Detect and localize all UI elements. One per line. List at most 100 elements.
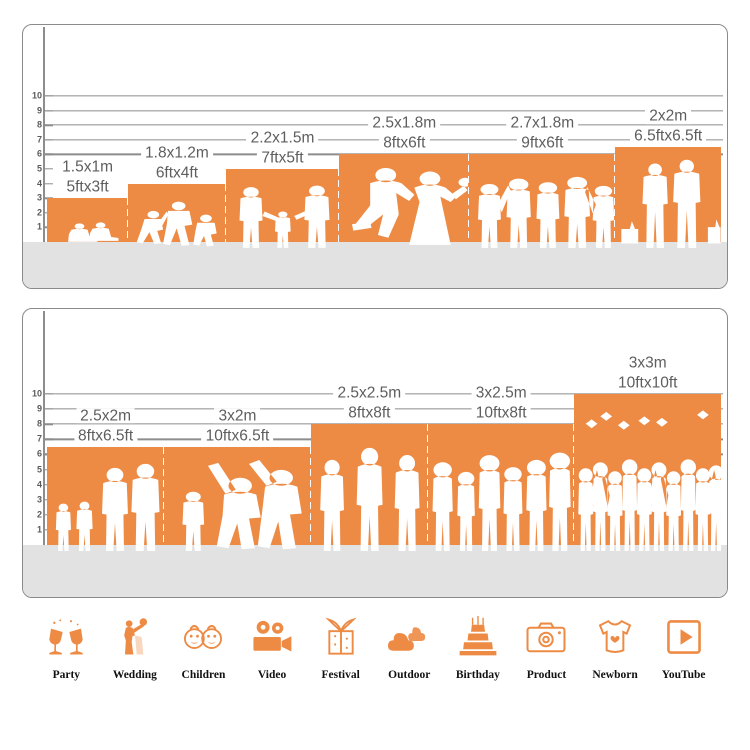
y-axis-tick-label: 6 xyxy=(36,448,42,459)
y-axis-tick-label: 8 xyxy=(36,119,42,130)
silhouette-family-of-three xyxy=(226,172,340,248)
y-axis-tick-label: 8 xyxy=(36,418,42,429)
y-axis-line xyxy=(43,311,45,545)
bar-label-metric: 3x3m xyxy=(624,355,671,371)
use-case-label: Children xyxy=(181,669,226,681)
use-case-item-children[interactable]: Children xyxy=(169,614,238,681)
y-axis-tick-label: 9 xyxy=(36,403,42,414)
baby-onesie-icon xyxy=(595,614,635,660)
y-axis-tick-label: 5 xyxy=(36,464,42,474)
gridline xyxy=(44,109,723,112)
size-bar xyxy=(128,183,228,247)
bar-label-metric: 3x2.5m xyxy=(471,385,531,401)
bar-label-imperial: 8ftx6.5ft xyxy=(74,428,138,444)
champagne-glasses-icon xyxy=(46,614,86,660)
bar-label-metric: 2.5x2.5m xyxy=(333,385,406,401)
bar-label-metric: 2.7x1.8m xyxy=(506,116,579,132)
use-case-item-party[interactable]: Party xyxy=(32,614,101,681)
y-axis-tick-label: 10 xyxy=(31,90,42,101)
use-case-item-newborn[interactable]: Newborn xyxy=(581,614,650,681)
play-button-icon xyxy=(665,614,703,660)
use-case-label: Wedding xyxy=(112,669,157,681)
y-axis-tick-label: 7 xyxy=(36,134,42,145)
bar-label-imperial: 9ftx6ft xyxy=(517,136,568,152)
use-case-item-outdoor[interactable]: Outdoor xyxy=(375,614,444,681)
birthday-cake-icon xyxy=(457,614,499,660)
bar-label-metric: 2.5x2m xyxy=(76,408,136,424)
bride-icon xyxy=(115,614,155,660)
plot-area-1: 1 2 3 4 5 6 7 8 9 10 5ftx3ft 1.5x1m 6ftx4ft 1.8x1.2m 7… xyxy=(23,25,727,288)
y-axis-tick-label: 6 xyxy=(36,148,42,159)
use-case-icon-strip: Party Wedding Children Vide xyxy=(22,614,728,709)
bar-label-metric: 2.2x1.5m xyxy=(246,130,319,146)
use-case-item-video[interactable]: Video xyxy=(238,614,307,681)
bar-label-imperial: 6ftx4ft xyxy=(151,165,203,181)
use-case-label: Product xyxy=(526,669,567,681)
floor-strip-1 xyxy=(23,242,727,288)
bar-label-metric: 3x2m xyxy=(214,408,261,424)
bar-label-imperial: 8ftx6ft xyxy=(379,136,430,152)
silhouette-family-group xyxy=(47,452,164,551)
bar-label-imperial: 6.5ftx6.5ft xyxy=(630,128,707,144)
bar-label-imperial: 5ftx3ft xyxy=(62,179,113,195)
use-case-item-youtube[interactable]: YouTube xyxy=(649,614,718,681)
size-chart-panel-1: 1 2 3 4 5 6 7 8 9 10 5ftx3ft 1.5x1m 6ftx4ft 1.8x1.2m 7… xyxy=(22,24,728,289)
bar-label-imperial: 8ftx8ft xyxy=(344,405,395,421)
silhouette-wedding-couple xyxy=(339,159,470,248)
silhouette-group-of-friends xyxy=(469,159,615,248)
y-axis-tick-label: 2 xyxy=(36,509,42,520)
y-axis-tick-label: 10 xyxy=(31,388,42,399)
use-case-label: Video xyxy=(257,669,287,681)
size-bar xyxy=(427,424,577,551)
y-axis-tick-label: 1 xyxy=(36,221,42,232)
size-bar xyxy=(469,154,618,248)
y-axis-tick-label: 2 xyxy=(36,207,42,218)
bar-label-imperial: 10ftx10ft xyxy=(614,375,682,391)
use-case-item-product[interactable]: Product xyxy=(512,614,581,681)
use-case-item-festival[interactable]: Festival xyxy=(306,614,375,681)
y-axis-tick-label: 4 xyxy=(36,479,42,490)
size-bar xyxy=(615,147,721,248)
size-chart-panel-2: 1 2 3 4 5 6 7 8 9 10 8ftx6.5ft 2.5x2m 10ftx6.5ft 3x2m… xyxy=(22,308,728,598)
size-bar xyxy=(164,446,313,551)
use-case-label: Festival xyxy=(321,669,360,681)
bar-label-metric: 1.8x1.2m xyxy=(141,145,213,161)
size-bar xyxy=(339,154,472,245)
plot-area-2: 1 2 3 4 5 6 7 8 9 10 8ftx6.5ft 2.5x2m 10ftx6.5ft 3x2m… xyxy=(23,309,727,597)
use-case-item-wedding[interactable]: Wedding xyxy=(101,614,170,681)
silhouette-six-adults xyxy=(428,431,575,551)
use-case-label: Newborn xyxy=(592,669,638,681)
use-case-label: YouTube xyxy=(661,669,706,681)
y-axis-tick-label: 3 xyxy=(36,192,42,203)
bar-label-imperial: 7ftx5ft xyxy=(257,150,308,166)
two-kid-faces-icon xyxy=(181,614,225,660)
size-bar xyxy=(47,198,131,243)
y-axis-tick-mark xyxy=(44,182,53,185)
use-case-label: Party xyxy=(52,669,81,681)
cloud-sun-icon xyxy=(388,614,430,660)
y-axis-tick-mark xyxy=(44,168,53,170)
bar-label-metric: 1.5x1m xyxy=(58,159,118,175)
y-axis-tick-label: 3 xyxy=(36,494,42,505)
use-case-item-birthday[interactable]: Birthday xyxy=(444,614,513,681)
size-bar xyxy=(225,169,342,248)
bar-label-metric: 2x2m xyxy=(645,108,692,124)
gift-box-icon xyxy=(321,614,361,660)
silhouette-children-reading xyxy=(47,199,128,248)
use-case-label: Birthday xyxy=(455,669,500,681)
bar-label-metric: 2.5x1.8m xyxy=(368,116,441,132)
silhouette-graduation-crowd xyxy=(574,403,721,551)
photo-camera-icon xyxy=(525,614,567,660)
y-axis-tick-label: 4 xyxy=(36,178,42,189)
y-axis-tick-label: 9 xyxy=(36,105,42,116)
use-case-label: Outdoor xyxy=(388,669,431,681)
size-bar xyxy=(574,394,721,551)
floor-strip-2 xyxy=(23,545,727,597)
size-bar xyxy=(47,446,167,551)
silhouette-cheering-couple xyxy=(164,452,311,551)
y-axis-line xyxy=(43,27,45,242)
y-axis-tick-label: 5 xyxy=(36,163,42,174)
y-axis-tick-label: 7 xyxy=(36,433,42,444)
film-camera-icon xyxy=(251,614,293,660)
